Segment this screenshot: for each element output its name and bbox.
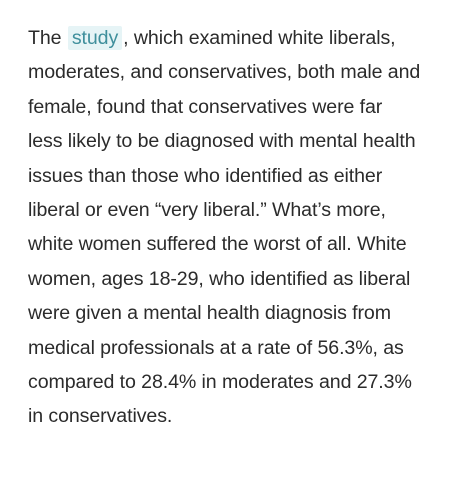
paragraph-line: white women suffered the worst of all. W… xyxy=(28,233,407,256)
paragraph-line: liberal or even “very liberal.” What’s m… xyxy=(28,199,386,222)
study-link[interactable]: study xyxy=(67,26,123,50)
paragraph-line: issues than those who identified as eith… xyxy=(28,164,383,187)
paragraph-line: moderates, and conservatives, both male … xyxy=(28,61,421,84)
paragraph-line: medical professionals at a rate of 56.3%… xyxy=(28,336,404,359)
paragraph-line: women, ages 18-29, who identified as lib… xyxy=(28,267,411,290)
paragraph-line: were given a mental health diagnosis fro… xyxy=(28,302,391,325)
paragraph-line: compared to 28.4% in moderates and 27.3% xyxy=(28,371,412,394)
paragraph-line: female, found that conservatives were fa… xyxy=(28,95,383,118)
paragraph-text: The xyxy=(28,27,62,49)
paragraph-line: The study, which examined white liberals… xyxy=(28,21,444,55)
paragraph-text: , which examined white liberals, xyxy=(123,27,396,49)
paragraph-line: in conservatives. xyxy=(28,405,173,428)
article-paragraph: The study, which examined white liberals… xyxy=(28,21,444,434)
paragraph-line: less likely to be diagnosed with mental … xyxy=(28,130,416,153)
